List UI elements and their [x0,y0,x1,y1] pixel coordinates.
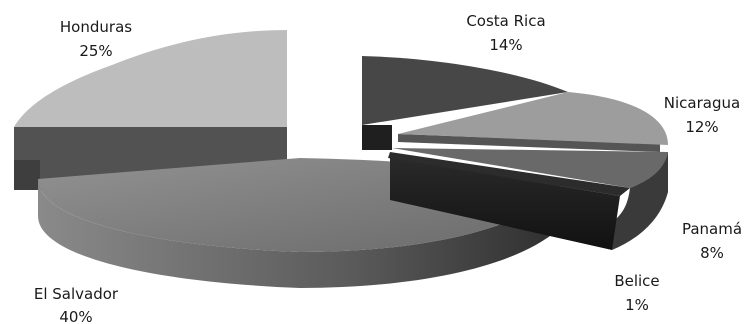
pie-slice-panama-top [392,148,668,188]
label-el-salvador-name: El Salvador [34,285,119,303]
pie-slice-el-salvador-side [38,179,563,288]
label-belice-value: 1% [625,296,649,314]
label-honduras-value: 25% [79,42,112,60]
pie-slice-panama [392,148,668,250]
label-nicaragua: Nicaragua 12% [664,94,740,136]
pie-slice-panama-side [612,152,668,250]
pie-slice-nicaragua-side [398,134,660,152]
pie-slice-honduras-top [14,30,287,127]
label-el-salvador-value: 40% [59,308,92,324]
pie-slice-nicaragua-top [398,92,668,145]
label-nicaragua-value: 12% [685,118,718,136]
pie-slice-nicaragua [398,92,668,152]
label-costa-rica: Costa Rica 14% [466,12,545,54]
pie-slice-belice-side [390,158,620,250]
pie-slice-costa-rica-side [362,125,392,150]
label-nicaragua-name: Nicaragua [664,94,740,112]
label-panama: Panamá 8% [682,220,742,262]
pie-slice-honduras-wedge-side [14,160,40,190]
pie-slice-belice [388,152,630,250]
label-honduras: Honduras 25% [60,18,132,60]
pie-slice-costa-rica [362,56,568,150]
label-belice-name: Belice [614,272,659,290]
label-el-salvador: El Salvador 40% [34,285,119,324]
label-costa-rica-name: Costa Rica [466,12,545,30]
label-panama-name: Panamá [682,220,742,238]
label-costa-rica-value: 14% [489,36,522,54]
pie-slice-costa-rica-top [362,56,568,125]
label-belice: Belice 1% [614,272,659,314]
pie-slice-belice-top [388,152,630,196]
label-panama-value: 8% [700,244,724,262]
label-honduras-name: Honduras [60,18,132,36]
